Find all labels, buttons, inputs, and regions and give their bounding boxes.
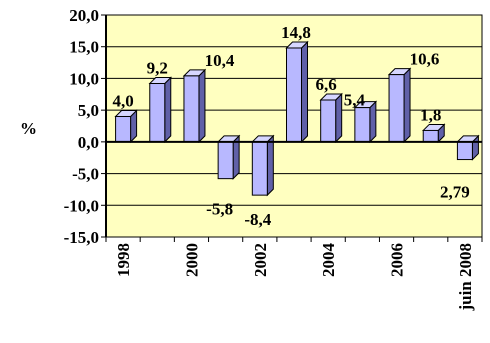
data-label: 1,8 [420,105,441,124]
data-label: -8,4 [244,210,271,229]
y-tick-label: 0,0 [78,133,99,152]
y-tick-label: 10,0 [69,69,99,88]
data-label: 10,4 [205,51,235,70]
y-tick-label: 5,0 [78,101,99,120]
bar-2006 [387,67,412,144]
data-label: 14,8 [281,23,311,42]
data-label: 6,6 [316,75,337,94]
bar-2002 [251,134,275,197]
bars [114,40,480,197]
y-tick-label: 15,0 [69,38,99,57]
x-tick-label: juin 2008 [456,243,475,312]
x-tick-labels: 1998 2000 2002 2004 2006 juin 2008 [114,243,475,312]
x-tick-label: 2004 [319,243,338,278]
bar-2003 [285,40,309,144]
data-label: -5,8 [206,200,233,219]
data-label: 10,6 [410,50,440,69]
data-label: 5,4 [344,91,366,110]
x-tick-label: 1998 [114,243,133,277]
y-tick-labels: 20,0 15,0 10,0 5,0 0,0 -5,0 -10,0 -15,0 [64,6,99,247]
bar-1998 [114,109,138,144]
bar-2007 [422,123,446,144]
y-tick-label: 20,0 [69,6,99,25]
x-tick-label: 2006 [388,243,407,277]
data-label: 9,2 [147,59,168,78]
bar-2005 [353,100,378,144]
data-labels: 4,0 9,2 10,4 -5,8 -8,4 14,8 6,6 5,4 10,6 1,8 2,79 [112,23,469,229]
y-axis-label: % [20,119,37,138]
y-tick-label: -15,0 [64,228,99,247]
bar-1999 [148,76,172,144]
data-label: 4,0 [112,91,133,110]
y-tick-label: -5,0 [72,165,99,184]
axes [105,15,483,242]
bar-juin-2008 [456,134,480,161]
bar-2000 [182,68,207,144]
x-tick-label: 2002 [251,243,270,277]
data-label: 2,79 [440,183,470,202]
y-tick-label: -10,0 [64,196,99,215]
x-tick-label: 2000 [182,243,201,277]
bar-2004 [319,92,343,144]
